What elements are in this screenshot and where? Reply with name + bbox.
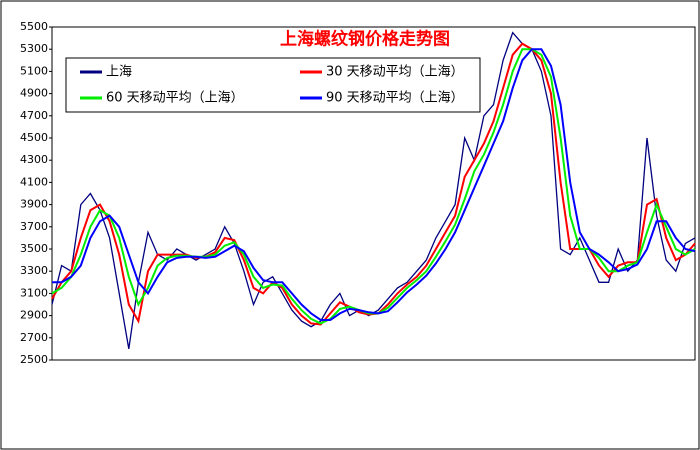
y-tick-label: 3700 (20, 220, 48, 233)
legend-label: 90 天移动平均（上海） (326, 91, 464, 106)
y-tick-label: 4100 (20, 175, 48, 188)
chart-title: 上海螺纹钢价格走势图 (280, 29, 450, 50)
y-tick-label: 5100 (20, 64, 48, 77)
legend-label: 60 天移动平均（上海） (106, 91, 244, 106)
y-tick-label: 2900 (20, 309, 48, 322)
legend-label: 30 天移动平均（上海） (326, 65, 464, 80)
y-tick-label: 4700 (20, 109, 48, 122)
legend (65, 57, 481, 113)
legend-label: 上海 (106, 65, 132, 80)
y-tick-label: 5500 (20, 20, 48, 33)
y-tick-label: 2700 (20, 331, 48, 344)
y-tick-label: 3100 (20, 286, 48, 299)
y-tick-label: 4300 (20, 153, 48, 166)
y-tick-label: 2500 (20, 353, 48, 366)
y-tick-label: 3300 (20, 264, 48, 277)
y-tick-label: 3500 (20, 242, 48, 255)
y-tick-label: 4900 (20, 87, 48, 100)
series-line (52, 48, 696, 321)
y-tick-label: 4500 (20, 131, 48, 144)
y-tick-label: 3900 (20, 198, 48, 211)
y-tick-label: 5300 (20, 42, 48, 55)
